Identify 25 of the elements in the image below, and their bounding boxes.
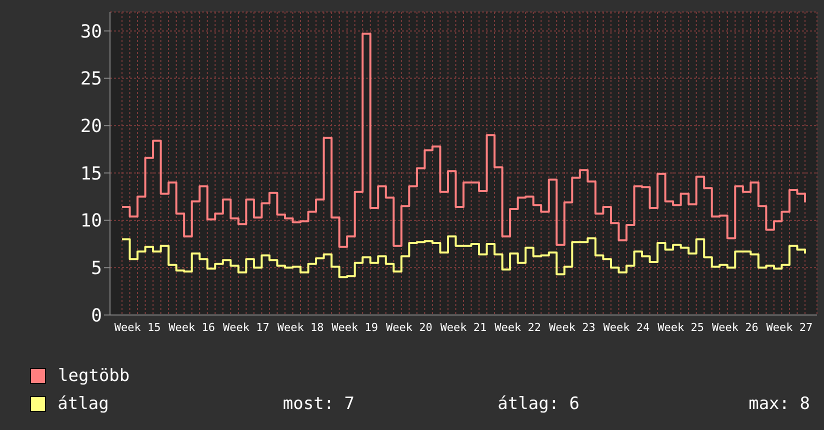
x-tick-label: Week 27: [766, 320, 813, 334]
x-tick-label: Week 24: [603, 320, 650, 334]
x-tick-label: Week 20: [386, 320, 432, 334]
x-tick-label: Week 26: [712, 320, 758, 334]
x-tick-label: Week 15: [114, 320, 161, 334]
x-tick-label: Week 25: [658, 320, 704, 334]
x-tick-label: Week 23: [548, 320, 596, 334]
y-tick-label: 0: [91, 305, 102, 326]
y-tick-label: 25: [80, 68, 102, 90]
x-tick-label: Week 19: [332, 320, 378, 334]
text: max: 8: [748, 393, 810, 416]
x-tick-label: Week 16: [168, 320, 216, 334]
x-tick-label: Week 18: [277, 320, 324, 334]
y-tick-label: 30: [80, 21, 102, 42]
text: átlag: 6: [498, 393, 581, 416]
x-tick-label: Week 21: [440, 320, 487, 334]
x-tick-label: Week 17: [223, 320, 270, 334]
y-tick-label: 20: [80, 116, 102, 138]
text: most: 7: [282, 393, 356, 416]
y-tick-label: 5: [91, 258, 102, 280]
y-tick-label: 10: [80, 210, 102, 232]
y-tick-label: 15: [80, 163, 102, 184]
legend-label: átlag: [58, 393, 110, 416]
legend-label: legtöbb: [58, 365, 131, 388]
x-tick-label: Week 22: [494, 320, 542, 334]
